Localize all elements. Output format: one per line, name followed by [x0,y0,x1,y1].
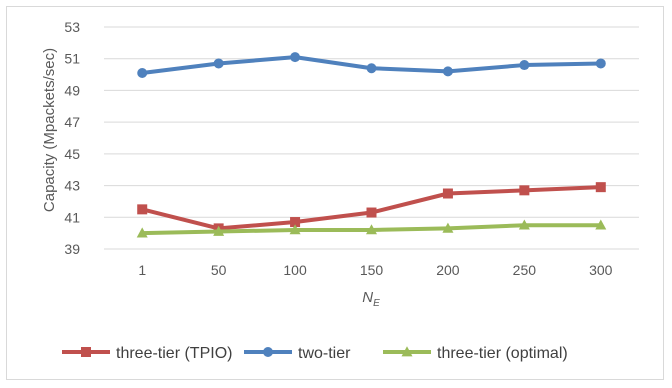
gridlines [104,26,639,250]
data-point [366,224,377,235]
x-tick-label: 300 [589,262,613,278]
legend: three-tier (TPIO) two-tier three-tier (opt… [62,345,568,362]
x-axis-title: NE [362,289,380,309]
legend-marker [81,347,91,357]
chart-frame [6,6,664,380]
y-tick-label: 53 [64,19,80,35]
data-point [442,188,453,199]
x-tick-label: 250 [513,262,537,278]
y-tick-label: 51 [64,51,80,67]
x-axis-title-subscript: E [373,298,380,309]
x-tick-label: 1 [138,262,146,278]
x-tick-label: 50 [211,262,227,278]
y-tick-label: 49 [64,82,80,98]
y-axis-title: Capacity (Mpackets/sec) [41,48,58,212]
legend-item: two-tier [244,345,351,362]
data-point [290,52,301,63]
x-tick-label: 150 [360,262,384,278]
data-point [442,222,454,233]
data-point [289,224,301,235]
data-point [518,219,530,230]
y-tick-label: 41 [64,209,80,225]
data-point [595,219,607,230]
data-point [290,217,301,228]
x-tick-labels: 1 50 100 150 200 250 300 [138,262,612,278]
data-series [136,52,607,238]
series-3 [136,219,607,238]
data-point [366,63,377,74]
y-tick-label: 45 [64,146,80,162]
data-point [442,66,453,77]
legend-label: two-tier [298,345,351,362]
y-tick-label: 43 [64,178,80,194]
legend-label: three-tier (optimal) [437,345,568,362]
y-tick-label: 47 [64,114,80,130]
data-point [136,227,148,238]
data-point [137,204,148,215]
legend-marker [263,347,273,357]
legend-item: three-tier (TPIO) [62,345,232,362]
data-point [519,185,530,196]
data-point [213,58,224,69]
x-axis-title-main: N [362,289,373,306]
y-tick-label: 39 [64,241,80,257]
data-point [519,60,530,71]
y-tick-labels: 39 41 43 45 47 49 51 53 [64,19,80,257]
data-point [366,207,377,218]
legend-item: three-tier (optimal) [383,345,568,362]
data-point [137,67,148,78]
series-2 [137,52,606,78]
x-tick-label: 200 [436,262,460,278]
data-point [595,182,606,193]
legend-marker [401,346,413,357]
x-tick-label: 100 [283,262,307,278]
data-point [213,225,225,236]
data-point [595,58,606,69]
legend-label: three-tier (TPIO) [116,345,232,362]
